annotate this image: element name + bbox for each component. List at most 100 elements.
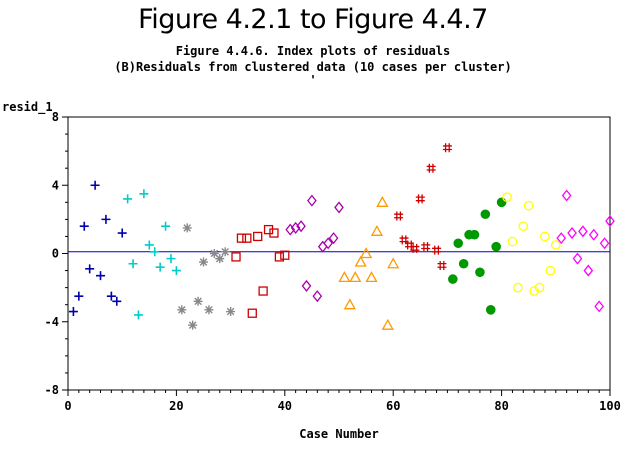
data-point <box>150 247 160 257</box>
data-point <box>588 228 599 241</box>
data-point <box>567 226 577 240</box>
data-point <box>594 300 604 313</box>
data-point <box>285 223 296 236</box>
data-point <box>144 240 154 250</box>
data-point <box>458 258 469 269</box>
data-point <box>381 318 394 330</box>
chart-title: Figure 4.2.1 to Figure 4.4.7 <box>138 4 488 35</box>
data-point <box>204 305 214 315</box>
data-point <box>426 163 436 173</box>
data-point <box>437 260 447 270</box>
data-point <box>491 241 501 252</box>
data-point <box>370 224 384 236</box>
data-point <box>523 200 534 211</box>
y-tick-label: 8 <box>52 110 59 124</box>
data-point <box>68 307 78 317</box>
data-point <box>442 143 452 153</box>
data-point <box>296 220 306 233</box>
data-point <box>215 254 225 264</box>
data-point <box>376 195 389 207</box>
x-tick-label: 40 <box>278 399 292 413</box>
data-point <box>394 211 404 221</box>
data-point <box>475 267 485 278</box>
data-point <box>410 243 420 253</box>
data-point <box>139 189 149 199</box>
data-point <box>133 310 143 320</box>
data-point <box>258 286 268 296</box>
x-tick-label: 100 <box>599 399 621 413</box>
data-point <box>323 237 333 250</box>
data-point <box>399 235 409 245</box>
data-point <box>247 308 257 318</box>
data-point <box>242 233 252 243</box>
data-point <box>301 279 312 292</box>
data-point <box>453 238 464 249</box>
y-axis-label: resid_1 <box>2 100 53 115</box>
data-point <box>529 286 539 296</box>
y-tick-label: -8 <box>45 383 59 397</box>
data-point <box>193 296 203 306</box>
data-point <box>123 194 133 204</box>
data-point <box>312 290 323 303</box>
data-point <box>161 221 171 231</box>
data-point <box>199 257 208 267</box>
data-point <box>226 307 236 317</box>
data-point <box>236 233 247 243</box>
data-point <box>231 252 241 262</box>
data-point <box>274 252 285 262</box>
x-axis-label: Case Number <box>299 427 378 441</box>
data-point <box>578 225 588 238</box>
data-point <box>507 236 518 247</box>
data-point <box>343 298 356 310</box>
data-point <box>188 320 198 330</box>
x-tick-label: 60 <box>386 399 400 413</box>
data-point <box>485 305 496 315</box>
data-point <box>365 271 378 283</box>
data-point <box>561 189 572 202</box>
data-point <box>513 282 523 293</box>
data-point <box>404 240 414 250</box>
data-point <box>334 201 344 214</box>
data-point <box>583 264 594 277</box>
data-point <box>502 192 512 203</box>
data-point <box>338 271 351 283</box>
data-point <box>469 229 480 240</box>
chart-subtitle-2: (B)Residuals from clustered data (10 cas… <box>114 60 512 74</box>
data-point <box>421 242 431 252</box>
data-point <box>74 291 84 301</box>
y-tick-label: -4 <box>45 315 59 329</box>
data-point <box>496 197 507 208</box>
data-point <box>106 291 116 301</box>
data-point <box>117 228 127 238</box>
data-point <box>182 223 192 233</box>
data-point <box>480 209 491 220</box>
data-point <box>605 215 615 228</box>
data-point <box>432 245 442 255</box>
data-point <box>540 231 550 242</box>
data-point <box>96 271 106 281</box>
x-tick-label: 80 <box>494 399 508 413</box>
data-point <box>572 252 583 265</box>
data-point <box>290 221 301 234</box>
data-point <box>550 240 561 250</box>
data-point <box>128 259 138 269</box>
data-point <box>90 180 100 190</box>
data-point <box>101 214 111 224</box>
data-point <box>448 274 458 284</box>
data-point <box>85 264 95 274</box>
y-tick-label: 0 <box>52 247 59 261</box>
data-point <box>155 262 165 272</box>
y-tick-label: 4 <box>52 178 59 192</box>
data-point <box>269 228 279 238</box>
data-point <box>253 231 263 242</box>
data-point <box>166 254 176 264</box>
chart-subtitle-3: ' <box>309 73 317 87</box>
x-tick-label: 20 <box>169 399 183 413</box>
data-point <box>280 250 290 260</box>
chart-subtitle-1: Figure 4.4.6. Index plots of residuals <box>175 44 451 58</box>
data-point <box>177 305 187 315</box>
data-point <box>534 282 545 293</box>
data-point <box>112 296 122 306</box>
data-point <box>79 221 89 231</box>
